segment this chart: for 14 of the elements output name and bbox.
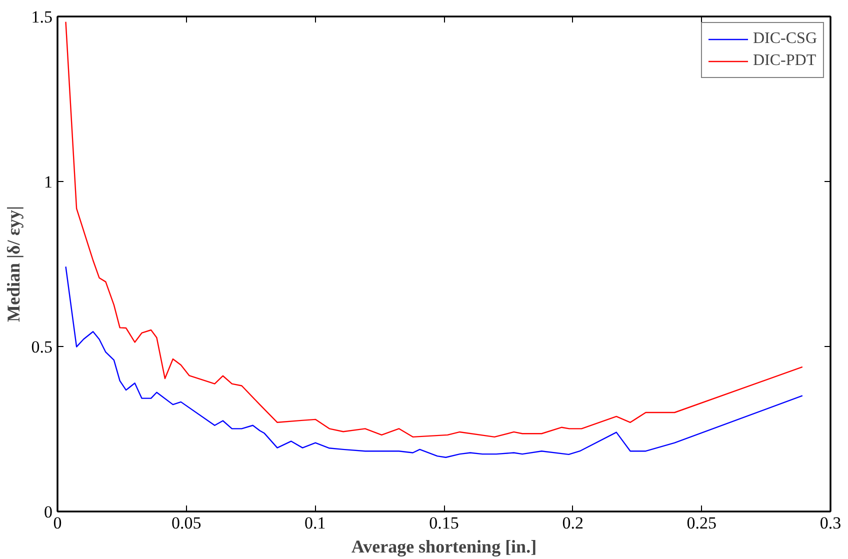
y-tick-label: 1.5 <box>31 8 52 26</box>
y-axis-title: Median |δ/ εyy| <box>3 206 24 322</box>
x-tick-label: 0.3 <box>820 514 842 532</box>
line-series <box>65 266 804 458</box>
y-tick-label: 1 <box>44 172 52 192</box>
legend-label: DIC-CSG <box>752 30 817 48</box>
legend-label: DIC-PDT <box>752 52 816 70</box>
x-tick-label: 0.25 <box>686 514 717 532</box>
y-tick-label: 0.5 <box>31 338 52 356</box>
x-tick-label: 0.15 <box>429 514 459 532</box>
x-tick-label: 0.05 <box>171 514 202 532</box>
x-tick-label: 0.2 <box>562 514 584 532</box>
x-tick-label: 0.1 <box>304 514 326 532</box>
x-axis-title: Average shortening [in.] <box>351 536 537 556</box>
